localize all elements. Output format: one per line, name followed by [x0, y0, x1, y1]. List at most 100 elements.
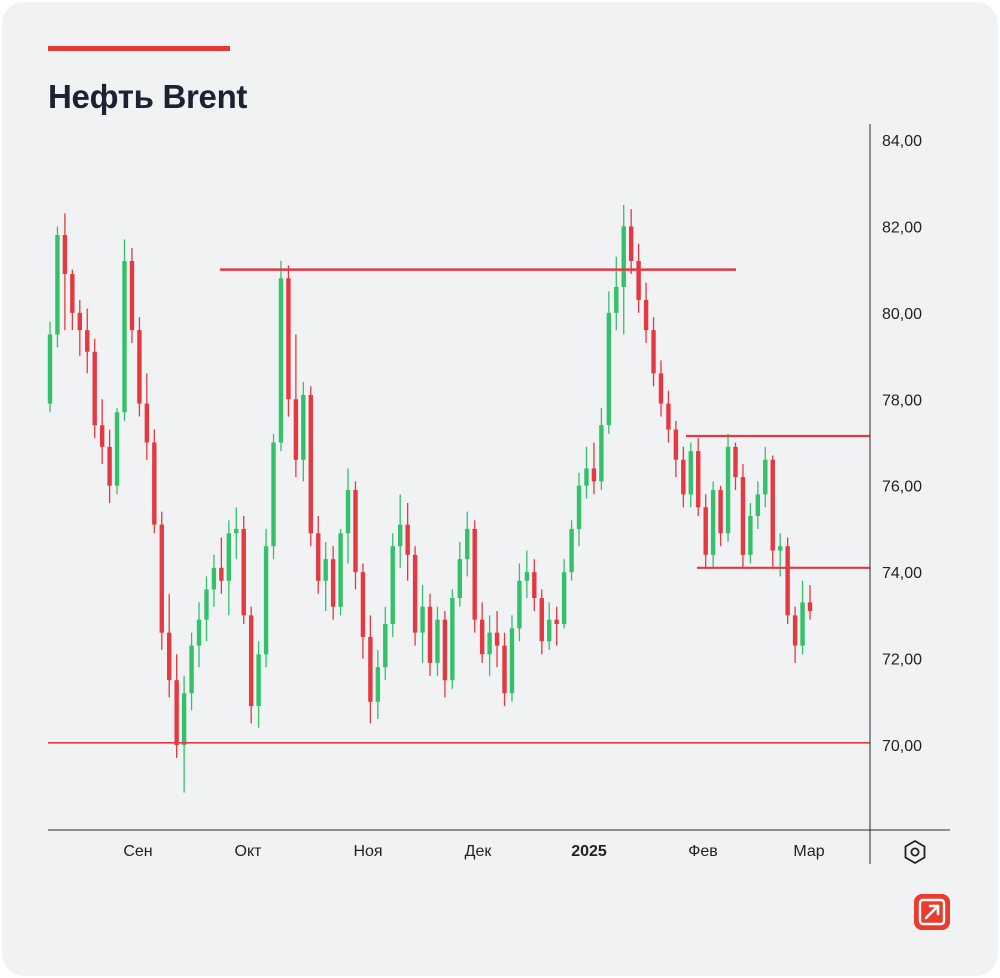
- candle: [47, 321, 53, 413]
- candle-body: [666, 403, 671, 430]
- y-tick-label: 74,00: [882, 565, 922, 582]
- candle-body: [248, 615, 254, 707]
- settings-hexagon-icon[interactable]: [901, 838, 929, 866]
- candle-body: [621, 226, 626, 287]
- candle: [107, 429, 112, 503]
- candle-body: [338, 533, 343, 607]
- candle: [338, 528, 343, 616]
- candle: [129, 248, 135, 344]
- candle: [159, 511, 164, 650]
- candle-body: [509, 628, 515, 694]
- candle-body: [487, 632, 492, 655]
- candle-body: [353, 490, 358, 573]
- candle-body: [748, 515, 753, 555]
- candle-body: [785, 546, 790, 616]
- candle: [696, 438, 701, 516]
- candle-body: [688, 451, 693, 495]
- candle: [748, 503, 753, 564]
- candle-body: [181, 693, 187, 745]
- candle-body: [211, 567, 217, 590]
- candle-body: [502, 645, 507, 694]
- candle-body: [375, 667, 381, 702]
- candle: [55, 226, 60, 348]
- candle-body: [569, 528, 574, 573]
- candle: [330, 546, 336, 620]
- candle-body: [271, 442, 276, 547]
- candle-body: [77, 312, 83, 331]
- candle: [271, 433, 276, 560]
- candle-body: [725, 446, 731, 534]
- candle-body: [368, 636, 373, 702]
- candle: [256, 641, 261, 728]
- candle-body: [345, 490, 351, 534]
- x-tick-label: Фев: [688, 843, 718, 860]
- candle: [204, 576, 209, 642]
- candle: [532, 559, 537, 612]
- candle-body: [643, 299, 649, 331]
- y-tick-label: 84,00: [882, 133, 922, 150]
- candle-body: [718, 490, 723, 534]
- candle: [554, 606, 559, 646]
- candle-body: [703, 507, 708, 555]
- candle-body: [330, 559, 336, 607]
- candle: [286, 265, 291, 417]
- candle: [494, 611, 500, 668]
- candle-body: [591, 468, 597, 482]
- candle: [658, 360, 664, 417]
- candle: [479, 602, 485, 663]
- candle: [293, 334, 299, 478]
- candle: [420, 585, 425, 663]
- candle-body: [390, 546, 395, 624]
- candle-body: [405, 524, 410, 555]
- candle-body: [85, 330, 90, 352]
- candle-body: [494, 632, 500, 646]
- candle: [561, 559, 567, 629]
- title-accent-bar: [48, 46, 230, 51]
- candle-body: [107, 446, 112, 486]
- candle-body: [383, 624, 388, 668]
- x-tick-label: Ноя: [353, 843, 382, 860]
- candle-body: [167, 632, 172, 681]
- candle-body: [99, 425, 105, 447]
- candle-body: [465, 528, 470, 560]
- candle-body: [524, 572, 530, 581]
- candle: [487, 615, 492, 676]
- candle: [688, 442, 693, 508]
- candle: [226, 520, 232, 616]
- candle-body: [457, 559, 463, 599]
- candle: [725, 433, 731, 542]
- candle-body: [554, 619, 559, 624]
- candle-body: [599, 425, 604, 482]
- candle: [405, 503, 410, 581]
- candle: [375, 649, 381, 720]
- candle-body: [286, 278, 291, 400]
- candle-body: [770, 459, 775, 551]
- candle-body: [397, 524, 403, 547]
- candle-body: [614, 286, 619, 313]
- axes-layer: [48, 124, 950, 864]
- candle: [323, 541, 328, 612]
- candle: [457, 541, 463, 607]
- candle-body: [316, 533, 321, 581]
- candle: [174, 654, 179, 758]
- candle-body: [427, 606, 433, 663]
- candle-body: [547, 619, 552, 642]
- y-tick-label: 70,00: [882, 738, 922, 755]
- candle: [547, 602, 552, 650]
- candle: [368, 615, 373, 724]
- candle: [785, 537, 790, 624]
- candle: [360, 563, 366, 659]
- candle: [70, 269, 75, 331]
- candle: [465, 511, 470, 577]
- candle: [181, 675, 187, 793]
- candle: [450, 589, 455, 689]
- candle: [308, 386, 313, 547]
- y-tick-label: 78,00: [882, 392, 922, 409]
- candle-body: [137, 330, 142, 404]
- candle-body: [159, 524, 164, 633]
- candle-body: [55, 235, 60, 335]
- candle-body: [561, 572, 567, 624]
- candle: [345, 468, 351, 564]
- candle: [807, 585, 813, 620]
